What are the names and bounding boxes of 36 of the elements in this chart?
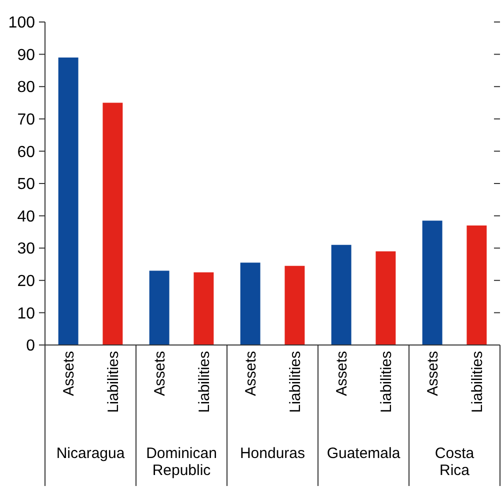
bar [58, 58, 78, 345]
text: Assets [242, 351, 260, 396]
bar [102, 102, 123, 345]
text: Assets [334, 351, 351, 396]
y-tick-label: 100 [8, 14, 36, 32]
bar [149, 270, 170, 345]
x-tick-label: Costa Rica [434, 445, 475, 479]
text: Liabilities [286, 351, 304, 413]
y-tick-label: 70 [17, 112, 36, 128]
x-tick-label: Nicaragua [56, 445, 126, 462]
bar [376, 251, 396, 345]
y-tick-label: 80 [17, 79, 36, 96]
bar [466, 225, 487, 345]
y-tick-label: 0 [26, 338, 36, 355]
bar [240, 262, 260, 345]
x-tick-label: Guatemala [326, 445, 401, 462]
bar [331, 244, 352, 345]
y-tick-label: 90 [17, 46, 36, 64]
bar [284, 266, 305, 345]
text: Liabilities [196, 351, 213, 413]
text: Liabilities [104, 351, 122, 413]
bar [422, 220, 442, 345]
y-tick-label: 10 [17, 305, 36, 322]
y-tick-label: 30 [17, 240, 36, 258]
y-tick-label: 60 [17, 144, 36, 161]
text: Assets [424, 351, 442, 396]
x-tick-label: Honduras [240, 445, 306, 462]
text: Assets [60, 351, 78, 396]
text: Liabilities [468, 351, 486, 413]
y-tick-label: 20 [17, 273, 36, 290]
bar [194, 272, 214, 345]
text: Assets [152, 351, 169, 396]
y-tick-label: 50 [17, 176, 36, 194]
text: Liabilities [378, 351, 395, 413]
y-tick-label: 40 [17, 208, 36, 226]
x-tick-label: Dominican Republic [146, 445, 217, 479]
